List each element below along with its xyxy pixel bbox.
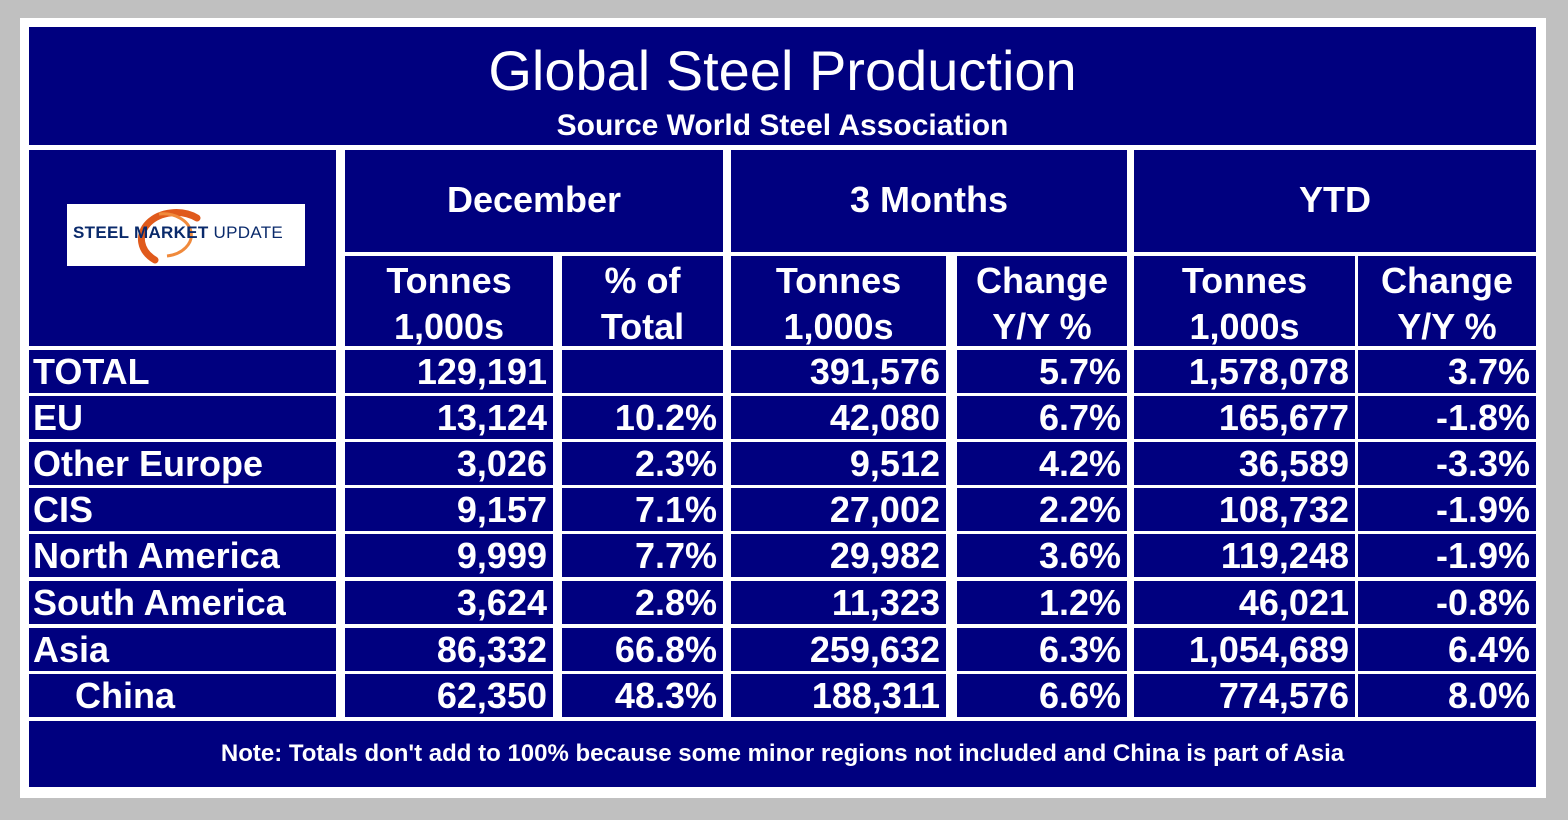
- table-cell: 3,624: [345, 581, 553, 624]
- table-cell: 8.0%: [1358, 674, 1536, 717]
- table-cell: 1.2%: [957, 581, 1127, 624]
- column-header-line: Total: [600, 306, 685, 346]
- title-banner: Global Steel Production Source World Ste…: [29, 27, 1536, 145]
- table-cell: 6.7%: [957, 396, 1127, 439]
- column-header-line: 1,000s: [783, 306, 894, 346]
- table-cell: 188,311: [731, 674, 946, 717]
- table-cell: 9,999: [345, 534, 553, 577]
- column-header-line: % of: [604, 260, 681, 301]
- column-header-line: Change: [975, 260, 1108, 301]
- steel-market-update-logo: STEEL MARKET UPDATE: [67, 204, 305, 266]
- table-cell: 119,248: [1134, 534, 1355, 577]
- column-header-6: Change Y/Y %: [1358, 256, 1536, 346]
- table-cell: 774,576: [1134, 674, 1355, 717]
- row-label: TOTAL: [29, 350, 336, 393]
- table-cell: 36,589: [1134, 442, 1355, 485]
- logo-text: STEEL MARKET UPDATE: [73, 223, 283, 243]
- group-header-2: 3 Months: [731, 150, 1127, 252]
- table-cell: 7.7%: [562, 534, 723, 577]
- table-cell: 2.8%: [562, 581, 723, 624]
- table-cell: 3.6%: [957, 534, 1127, 577]
- table-cell: -1.8%: [1358, 396, 1536, 439]
- logo-word: UPDATE: [208, 223, 284, 242]
- table-cell: 6.3%: [957, 628, 1127, 671]
- table-cell: 13,124: [345, 396, 553, 439]
- table-cell: 6.4%: [1358, 628, 1536, 671]
- logo-word: MARKET: [128, 223, 209, 242]
- table-cell: 9,512: [731, 442, 946, 485]
- column-header-line: Change: [1380, 260, 1513, 301]
- table-cell: 1,578,078: [1134, 350, 1355, 393]
- table-cell: 5.7%: [957, 350, 1127, 393]
- table-cell: 2.3%: [562, 442, 723, 485]
- table-cell: 7.1%: [562, 488, 723, 531]
- table-cell: 108,732: [1134, 488, 1355, 531]
- steel-production-table: Global Steel Production Source World Ste…: [20, 18, 1546, 798]
- logo-word: STEEL: [73, 223, 129, 242]
- column-header-line: Tonnes: [775, 260, 902, 301]
- table-cell: 48.3%: [562, 674, 723, 717]
- row-label: EU: [29, 396, 336, 439]
- table-cell: [562, 350, 723, 393]
- table-cell: 11,323: [731, 581, 946, 624]
- table-cell: 29,982: [731, 534, 946, 577]
- row-label: Other Europe: [29, 442, 336, 485]
- row-label: China: [29, 674, 336, 717]
- column-header-5: Tonnes 1,000s: [1134, 256, 1355, 346]
- table-cell: 129,191: [345, 350, 553, 393]
- table-cell: 259,632: [731, 628, 946, 671]
- table-cell: 46,021: [1134, 581, 1355, 624]
- table-cell: 3,026: [345, 442, 553, 485]
- row-label: North America: [29, 534, 336, 577]
- column-header-line: Tonnes: [1181, 260, 1308, 301]
- table-cell: 4.2%: [957, 442, 1127, 485]
- table-cell: 6.6%: [957, 674, 1127, 717]
- table-cell: 27,002: [731, 488, 946, 531]
- table-cell: 42,080: [731, 396, 946, 439]
- table-cell: -3.3%: [1358, 442, 1536, 485]
- row-label: South America: [29, 581, 336, 624]
- column-header-line: Y/Y %: [992, 306, 1092, 346]
- row-label: CIS: [29, 488, 336, 531]
- column-header-4: Change Y/Y %: [957, 256, 1127, 346]
- column-header-line: 1,000s: [393, 306, 505, 346]
- table-cell: 2.2%: [957, 488, 1127, 531]
- table-cell: 1,054,689: [1134, 628, 1355, 671]
- logo-arc-icon: [137, 209, 201, 264]
- table-title: Global Steel Production: [488, 39, 1077, 102]
- column-header-3: Tonnes 1,000s: [731, 256, 946, 346]
- table-cell: 3.7%: [1358, 350, 1536, 393]
- column-header-line: Tonnes: [386, 260, 512, 301]
- column-header-line: Y/Y %: [1397, 306, 1497, 346]
- row-label: Asia: [29, 628, 336, 671]
- table-cell: 391,576: [731, 350, 946, 393]
- table-cell: -1.9%: [1358, 488, 1536, 531]
- column-header-line: 1,000s: [1189, 306, 1300, 346]
- table-cell: 10.2%: [562, 396, 723, 439]
- group-header-3: YTD: [1134, 150, 1536, 252]
- table-cell: 165,677: [1134, 396, 1355, 439]
- table-subtitle: Source World Steel Association: [556, 109, 1009, 142]
- table-cell: 66.8%: [562, 628, 723, 671]
- table-cell: -1.9%: [1358, 534, 1536, 577]
- column-header-2: % of Total: [562, 256, 723, 346]
- column-header-1: Tonnes 1,000s: [345, 256, 553, 346]
- group-header-1: December: [345, 150, 723, 252]
- table-cell: 9,157: [345, 488, 553, 531]
- table-cell: 62,350: [345, 674, 553, 717]
- logo-cell: STEEL MARKET UPDATE: [29, 150, 336, 346]
- table-cell: 86,332: [345, 628, 553, 671]
- table-note: Note: Totals don't add to 100% because s…: [29, 721, 1536, 787]
- table-cell: -0.8%: [1358, 581, 1536, 624]
